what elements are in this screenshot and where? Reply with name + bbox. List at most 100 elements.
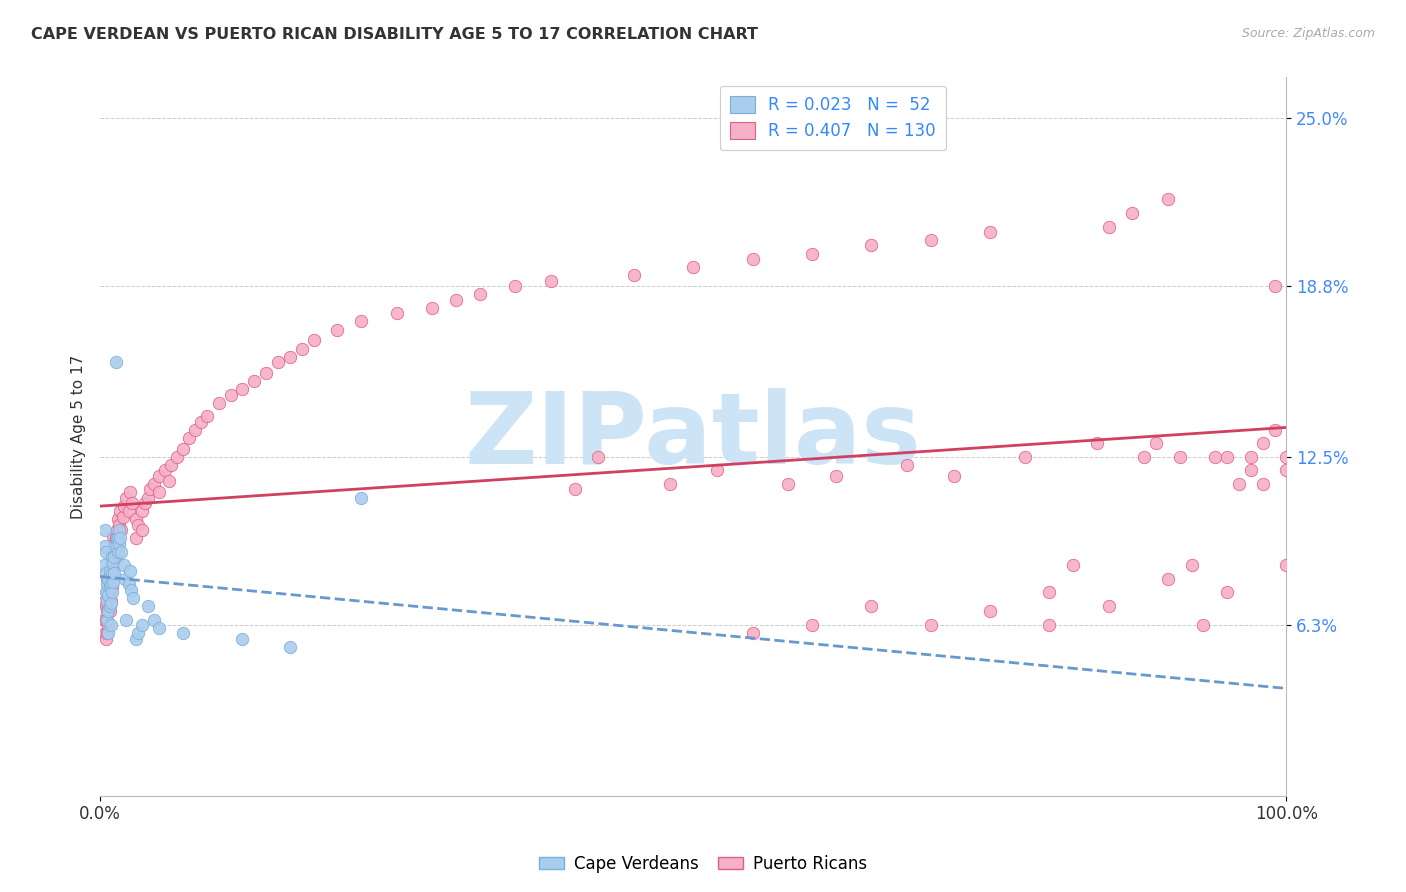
Point: [741, 252, 763, 266]
Point: [115, 613, 138, 627]
Point: [122, 591, 145, 605]
Point: [100, 596, 122, 610]
Point: [1097, 219, 1119, 234]
Point: [385, 306, 408, 320]
Point: [1251, 477, 1274, 491]
Point: [148, 621, 170, 635]
Point: [100, 577, 122, 591]
Point: [110, 523, 132, 537]
Text: Source: ZipAtlas.com: Source: ZipAtlas.com: [1241, 27, 1375, 40]
Point: [254, 366, 277, 380]
Point: [172, 442, 194, 456]
Point: [1038, 585, 1060, 599]
Point: [1133, 450, 1156, 464]
Point: [94, 626, 117, 640]
Point: [118, 485, 141, 500]
Point: [326, 322, 349, 336]
Point: [101, 585, 124, 599]
Point: [121, 496, 143, 510]
Point: [96, 604, 118, 618]
Point: [142, 613, 165, 627]
Point: [134, 496, 156, 510]
Point: [824, 469, 846, 483]
Point: [1097, 599, 1119, 613]
Point: [96, 593, 118, 607]
Point: [96, 577, 118, 591]
Point: [108, 517, 131, 532]
Point: [1180, 558, 1202, 573]
Point: [1144, 436, 1167, 450]
Point: [778, 477, 800, 491]
Point: [920, 233, 942, 247]
Point: [105, 531, 128, 545]
Point: [1275, 463, 1298, 477]
Point: [860, 599, 883, 613]
Point: [136, 491, 159, 505]
Point: [98, 599, 121, 613]
Point: [94, 566, 117, 581]
Point: [1062, 558, 1084, 573]
Point: [104, 540, 127, 554]
Point: [157, 475, 180, 489]
Point: [860, 238, 883, 252]
Point: [110, 545, 132, 559]
Point: [103, 566, 125, 581]
Point: [658, 477, 681, 491]
Point: [103, 536, 125, 550]
Text: ZIPatlas: ZIPatlas: [465, 388, 922, 485]
Point: [107, 512, 129, 526]
Point: [97, 580, 120, 594]
Point: [114, 572, 136, 586]
Point: [100, 558, 122, 573]
Point: [98, 566, 121, 581]
Point: [139, 483, 162, 497]
Point: [184, 423, 207, 437]
Point: [943, 469, 966, 483]
Point: [94, 632, 117, 646]
Point: [110, 504, 132, 518]
Text: CAPE VERDEAN VS PUERTO RICAN DISABILITY AGE 5 TO 17 CORRELATION CHART: CAPE VERDEAN VS PUERTO RICAN DISABILITY …: [31, 27, 758, 42]
Point: [1014, 450, 1036, 464]
Point: [177, 431, 200, 445]
Point: [160, 458, 183, 472]
Point: [96, 572, 118, 586]
Point: [107, 545, 129, 559]
Point: [112, 558, 135, 573]
Y-axis label: Disability Age 5 to 17: Disability Age 5 to 17: [72, 354, 86, 519]
Point: [101, 564, 124, 578]
Point: [93, 558, 115, 573]
Point: [444, 293, 467, 307]
Point: [101, 528, 124, 542]
Point: [117, 504, 139, 518]
Point: [115, 491, 138, 505]
Point: [195, 409, 218, 424]
Point: [112, 499, 135, 513]
Point: [98, 604, 121, 618]
Point: [1216, 585, 1239, 599]
Point: [101, 556, 124, 570]
Point: [231, 382, 253, 396]
Point: [1038, 618, 1060, 632]
Point: [219, 387, 242, 401]
Point: [100, 593, 122, 607]
Point: [564, 483, 586, 497]
Point: [136, 599, 159, 613]
Point: [979, 225, 1001, 239]
Point: [94, 613, 117, 627]
Point: [94, 545, 117, 559]
Point: [172, 626, 194, 640]
Point: [100, 618, 122, 632]
Point: [741, 626, 763, 640]
Point: [98, 585, 121, 599]
Point: [125, 512, 148, 526]
Point: [800, 618, 823, 632]
Point: [682, 260, 704, 275]
Point: [278, 350, 301, 364]
Point: [101, 550, 124, 565]
Point: [96, 585, 118, 599]
Point: [1204, 450, 1226, 464]
Point: [148, 469, 170, 483]
Point: [101, 580, 124, 594]
Point: [468, 287, 491, 301]
Point: [1216, 450, 1239, 464]
